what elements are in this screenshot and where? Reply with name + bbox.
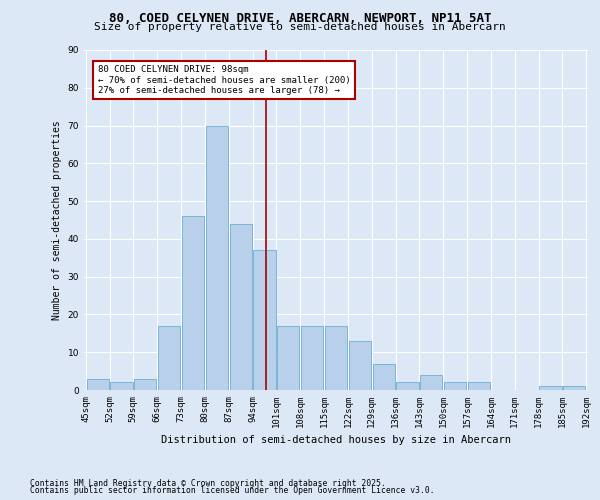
Bar [182, 216, 204, 390]
Bar [563, 386, 586, 390]
Bar [86, 378, 109, 390]
Text: Contains public sector information licensed under the Open Government Licence v3: Contains public sector information licen… [30, 486, 434, 495]
Bar [230, 224, 252, 390]
Bar [110, 382, 133, 390]
Bar [253, 250, 275, 390]
Bar [325, 326, 347, 390]
Bar [158, 326, 180, 390]
Bar [134, 378, 157, 390]
Y-axis label: Number of semi-detached properties: Number of semi-detached properties [52, 120, 62, 320]
Bar [397, 382, 419, 390]
Text: Size of property relative to semi-detached houses in Abercarn: Size of property relative to semi-detach… [94, 22, 506, 32]
Bar [277, 326, 299, 390]
Bar [468, 382, 490, 390]
Bar [444, 382, 466, 390]
Bar [301, 326, 323, 390]
Bar [206, 126, 228, 390]
Text: 80 COED CELYNEN DRIVE: 98sqm
← 70% of semi-detached houses are smaller (200)
27%: 80 COED CELYNEN DRIVE: 98sqm ← 70% of se… [98, 65, 350, 95]
Text: 80, COED CELYNEN DRIVE, ABERCARN, NEWPORT, NP11 5AT: 80, COED CELYNEN DRIVE, ABERCARN, NEWPOR… [109, 12, 491, 26]
Bar [349, 341, 371, 390]
Bar [539, 386, 562, 390]
Text: Contains HM Land Registry data © Crown copyright and database right 2025.: Contains HM Land Registry data © Crown c… [30, 478, 386, 488]
Bar [373, 364, 395, 390]
Bar [420, 375, 442, 390]
X-axis label: Distribution of semi-detached houses by size in Abercarn: Distribution of semi-detached houses by … [161, 436, 511, 446]
